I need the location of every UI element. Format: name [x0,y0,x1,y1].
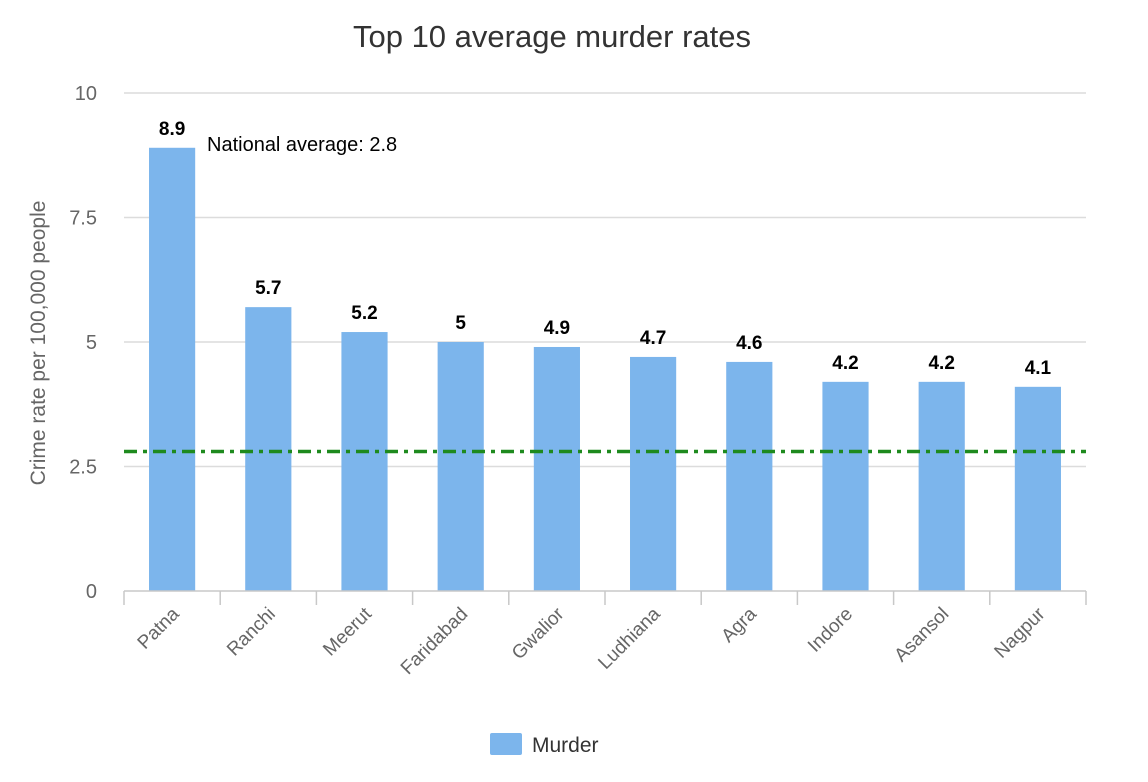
category-label: Gwalior [508,603,569,664]
category-label: Faridabad [397,604,472,679]
y-axis-ticks: 0 2.5 5 7.5 10 [69,83,97,603]
bar-ranchi[interactable] [245,307,292,591]
bar-nagpur[interactable] [1014,386,1061,591]
category-label: Meerut [319,603,376,660]
x-axis-categories: Patna Ranchi Meerut Faridabad Gwalior Ludhian… [134,603,1050,679]
data-label: 4.2 [928,353,954,374]
data-label: 4.9 [544,318,570,339]
legend-swatch-murder [490,733,522,755]
data-label: 4.1 [1025,358,1052,379]
y-tick-label: 7.5 [69,208,97,230]
data-label: 5.7 [255,278,281,299]
category-label: Agra [718,603,762,647]
category-label: Asansol [891,604,954,667]
category-label: Nagpur [991,603,1050,662]
data-label: 4.6 [736,333,762,354]
bar-asansol[interactable] [918,381,965,591]
category-label: Ranchi [223,604,280,661]
y-axis-label: Crime rate per 100,000 people [27,201,50,486]
data-label: 4.7 [640,328,666,349]
category-label: Ludhiana [594,603,664,673]
bar-indore[interactable] [822,381,869,591]
legend[interactable]: Murder [490,733,599,757]
y-tick-label: 10 [75,83,97,105]
category-label: Indore [804,604,857,657]
national-average-annotation: National average: 2.8 [207,134,397,156]
bar-ludhiana[interactable] [630,356,677,591]
y-tick-label: 5 [86,332,97,354]
bar-gwalior[interactable] [533,346,580,591]
bars [149,147,1061,591]
data-label: 5.2 [351,303,377,324]
bar-agra[interactable] [726,361,773,591]
data-label: 4.2 [832,353,858,374]
y-tick-label: 0 [86,581,97,603]
legend-label-murder: Murder [532,734,599,757]
bar-faridabad[interactable] [437,342,484,591]
bar-patna[interactable] [149,147,196,591]
y-tick-label: 2.5 [69,457,97,479]
category-label: Patna [134,603,184,653]
x-axis [123,590,1087,605]
data-label: 8.9 [159,119,185,140]
chart-title: Top 10 average murder rates [353,19,751,54]
bar-meerut[interactable] [341,332,388,591]
data-labels: 8.9 5.7 5.2 5 4.9 4.7 4.6 4.2 4.2 4.1 [159,119,1052,379]
data-label: 5 [455,313,466,334]
